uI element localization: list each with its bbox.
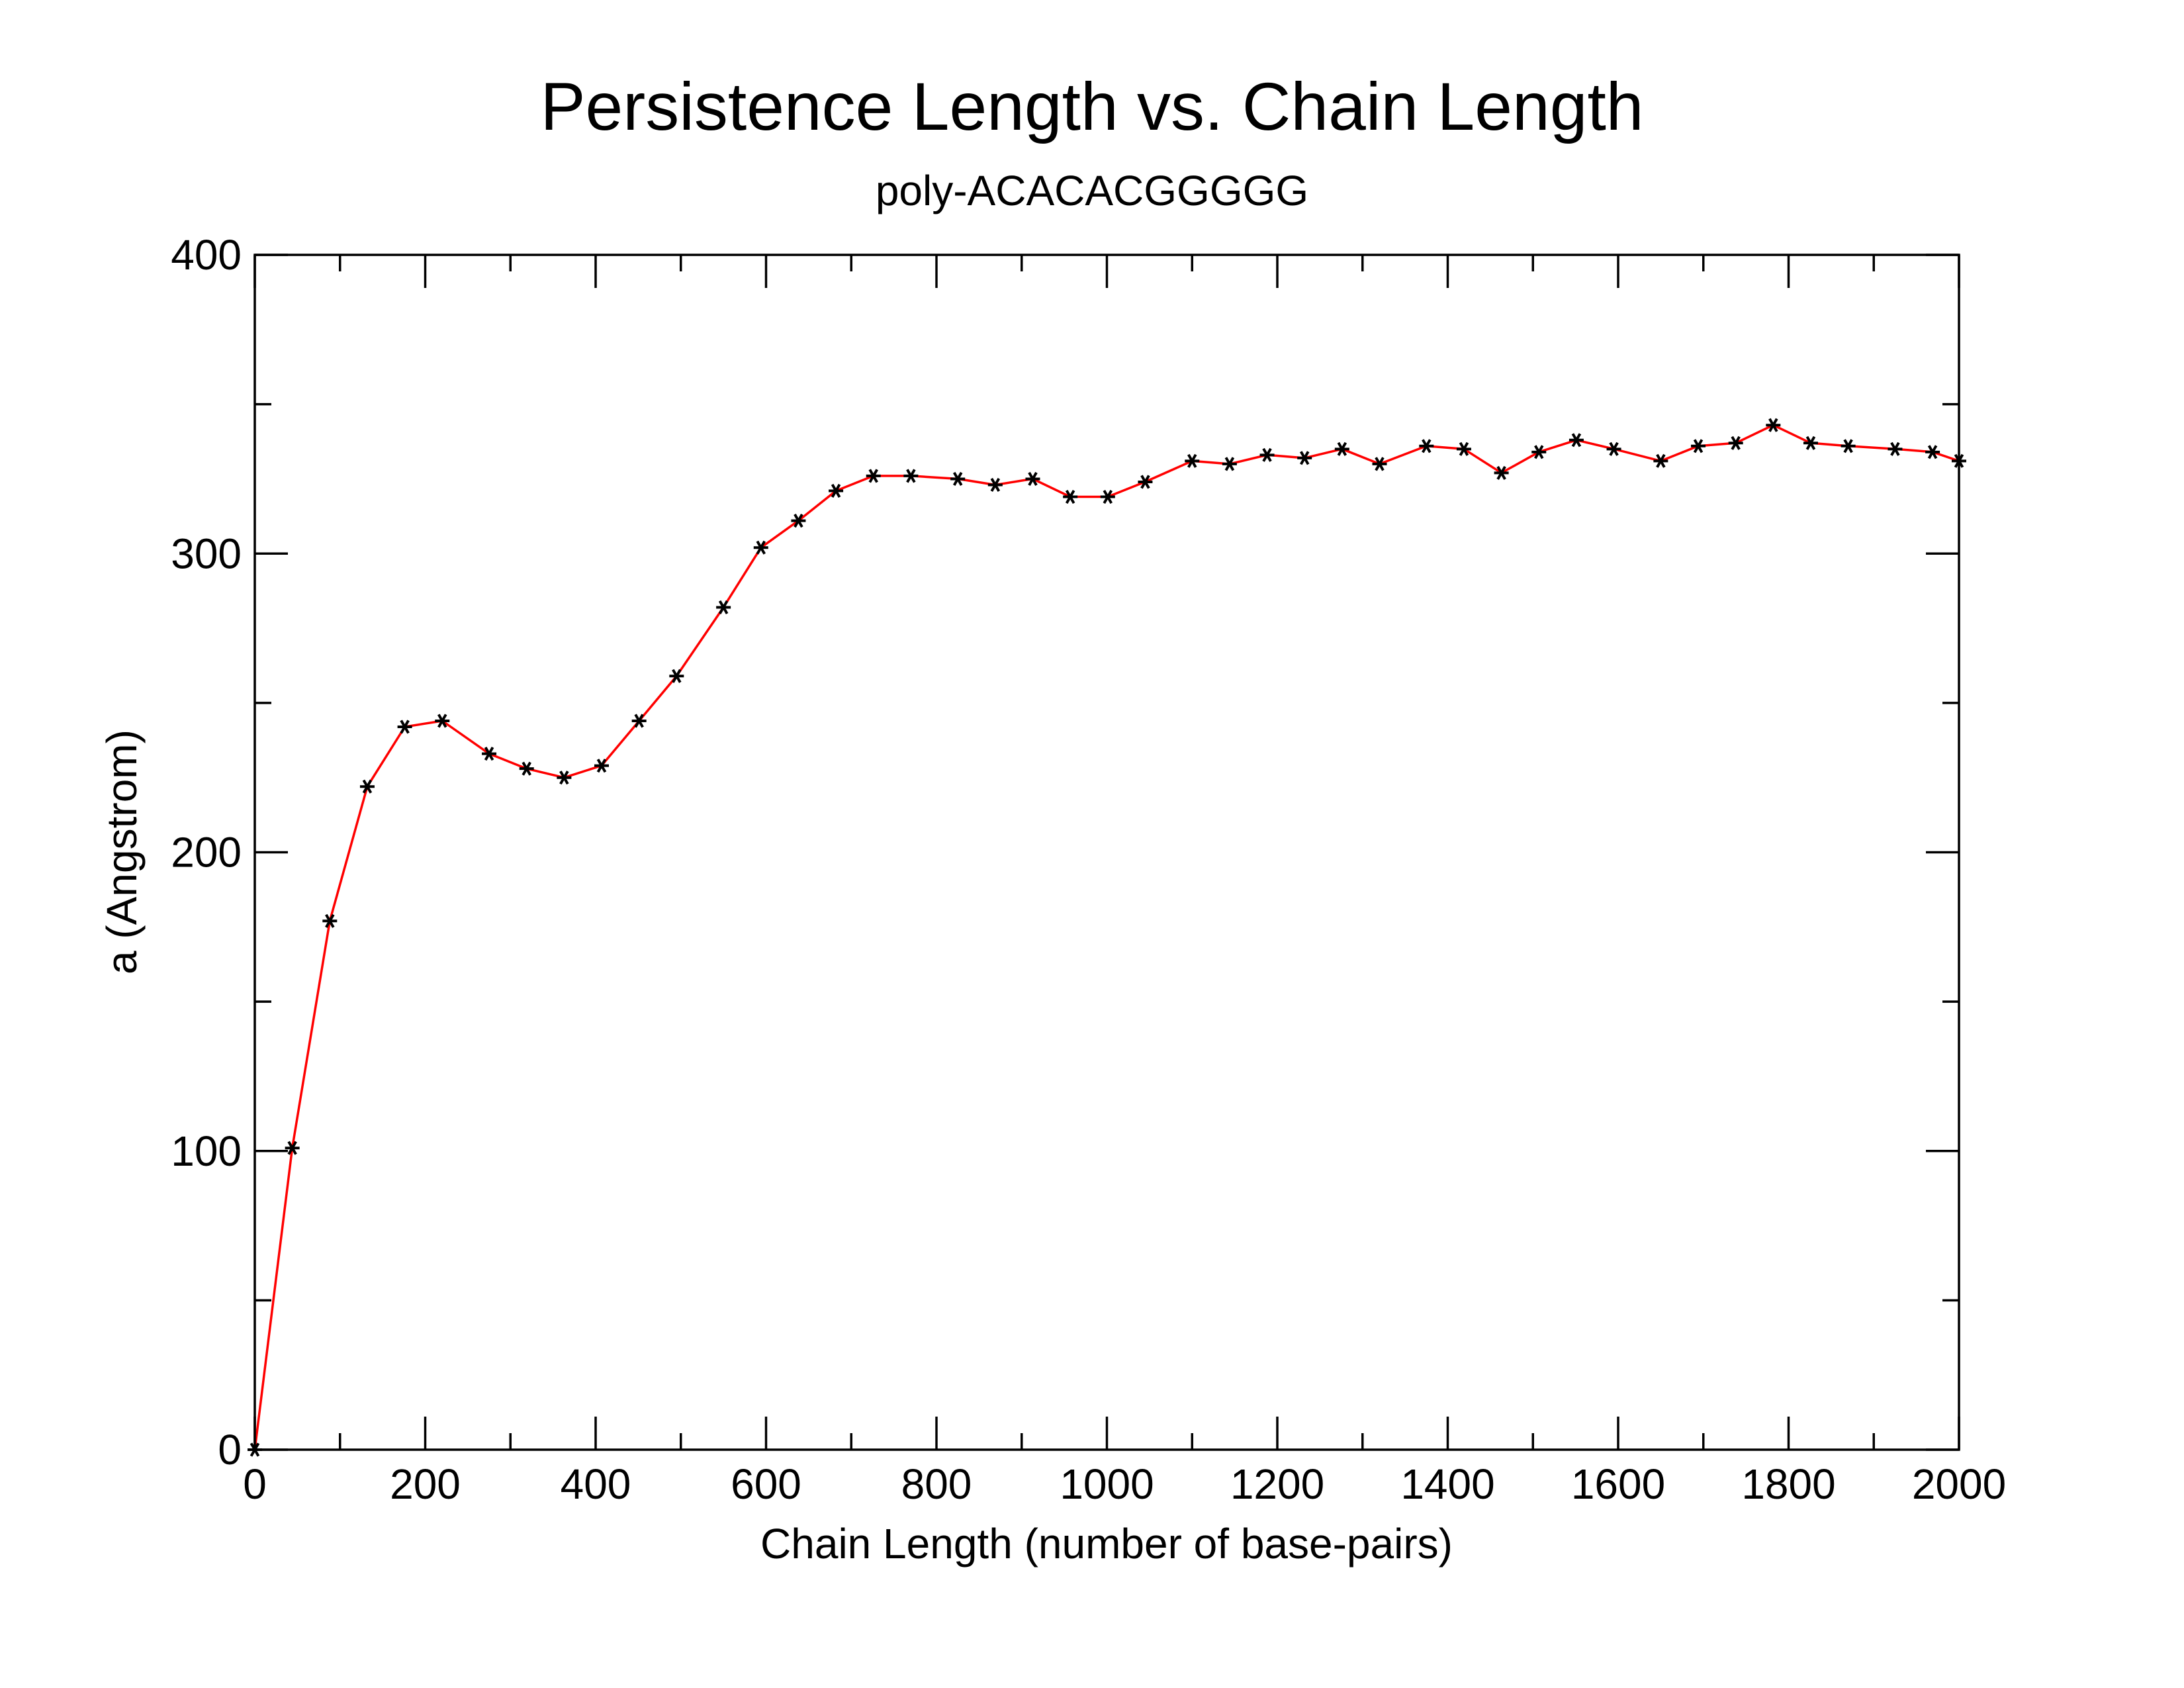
y-tick-label: 200: [171, 829, 242, 876]
series-line-group: [253, 424, 1960, 1450]
data-point: [557, 771, 572, 785]
y-tick-label: 100: [171, 1127, 242, 1175]
data-point: [1334, 442, 1349, 456]
data-point: [1569, 433, 1584, 447]
data-point: [1419, 439, 1434, 453]
data-point: [716, 600, 731, 615]
data-point: [1494, 465, 1509, 480]
data-point: [631, 714, 647, 728]
data-point: [1606, 442, 1621, 456]
data-point: [322, 914, 338, 928]
y-tick-label: 400: [171, 231, 242, 279]
data-point: [1841, 439, 1856, 453]
x-tick-label: 1600: [1571, 1460, 1665, 1508]
data-point: [1691, 439, 1706, 453]
data-point: [829, 483, 844, 498]
data-point: [1372, 457, 1387, 471]
data-point: [1222, 457, 1237, 471]
data-point: [903, 469, 919, 483]
x-tick-label: 1200: [1230, 1460, 1324, 1508]
data-point: [1025, 471, 1040, 487]
chart-title: Persistence Length vs. Chain Length: [540, 69, 1643, 144]
data-point: [1888, 442, 1903, 456]
data-point: [1185, 453, 1200, 468]
y-tick-label: 0: [218, 1426, 242, 1474]
x-tick-label: 600: [731, 1460, 801, 1508]
y-tick-label: 300: [171, 530, 242, 577]
data-point: [397, 720, 412, 734]
x-axis-label: Chain Length (number of base-pairs): [760, 1520, 1453, 1568]
x-tick-label: 800: [901, 1460, 972, 1508]
series-line: [253, 424, 1960, 1450]
x-tick-label: 2000: [1912, 1460, 2006, 1508]
data-point: [1100, 489, 1115, 504]
data-point: [435, 714, 450, 728]
x-tick-label: 1800: [1741, 1460, 1835, 1508]
x-tick-label: 0: [243, 1460, 267, 1508]
data-point: [753, 540, 768, 555]
data-point: [987, 477, 1003, 492]
data-point: [669, 669, 684, 683]
x-tick-label: 1400: [1400, 1460, 1494, 1508]
plot-frame: [253, 254, 1960, 1451]
data-point: [1925, 445, 1940, 459]
data-point: [1803, 436, 1818, 450]
chart-subtitle: poly-ACACACGGGGG: [876, 167, 1308, 214]
data-point: [594, 759, 610, 773]
x-axis-ticks: 0 200 400 600 800 1000 1200 1400 1600 1800 2000: [243, 255, 2006, 1508]
x-tick-label: 200: [390, 1460, 461, 1508]
data-point: [285, 1141, 300, 1155]
data-point: [1728, 436, 1743, 450]
data-point: [791, 514, 806, 528]
data-point: [482, 747, 497, 761]
data-point: [1653, 453, 1668, 468]
data-point: [1259, 447, 1275, 462]
y-axis-label: a (Angstrom): [98, 729, 146, 974]
data-point: [1456, 442, 1471, 456]
data-point: [519, 761, 534, 776]
data-point: [1297, 451, 1312, 465]
data-point: [1063, 489, 1078, 504]
data-point: [359, 779, 375, 794]
data-point: [1531, 445, 1547, 459]
data-markers: [248, 418, 1966, 1457]
data-point: [866, 469, 881, 483]
data-point: [1766, 418, 1781, 432]
x-tick-label: 400: [561, 1460, 631, 1508]
y-axis-ticks: 0 100 200 300 400: [171, 231, 1959, 1474]
x-tick-label: 1000: [1060, 1460, 1154, 1508]
data-point: [950, 471, 966, 487]
data-point: [1138, 475, 1153, 489]
